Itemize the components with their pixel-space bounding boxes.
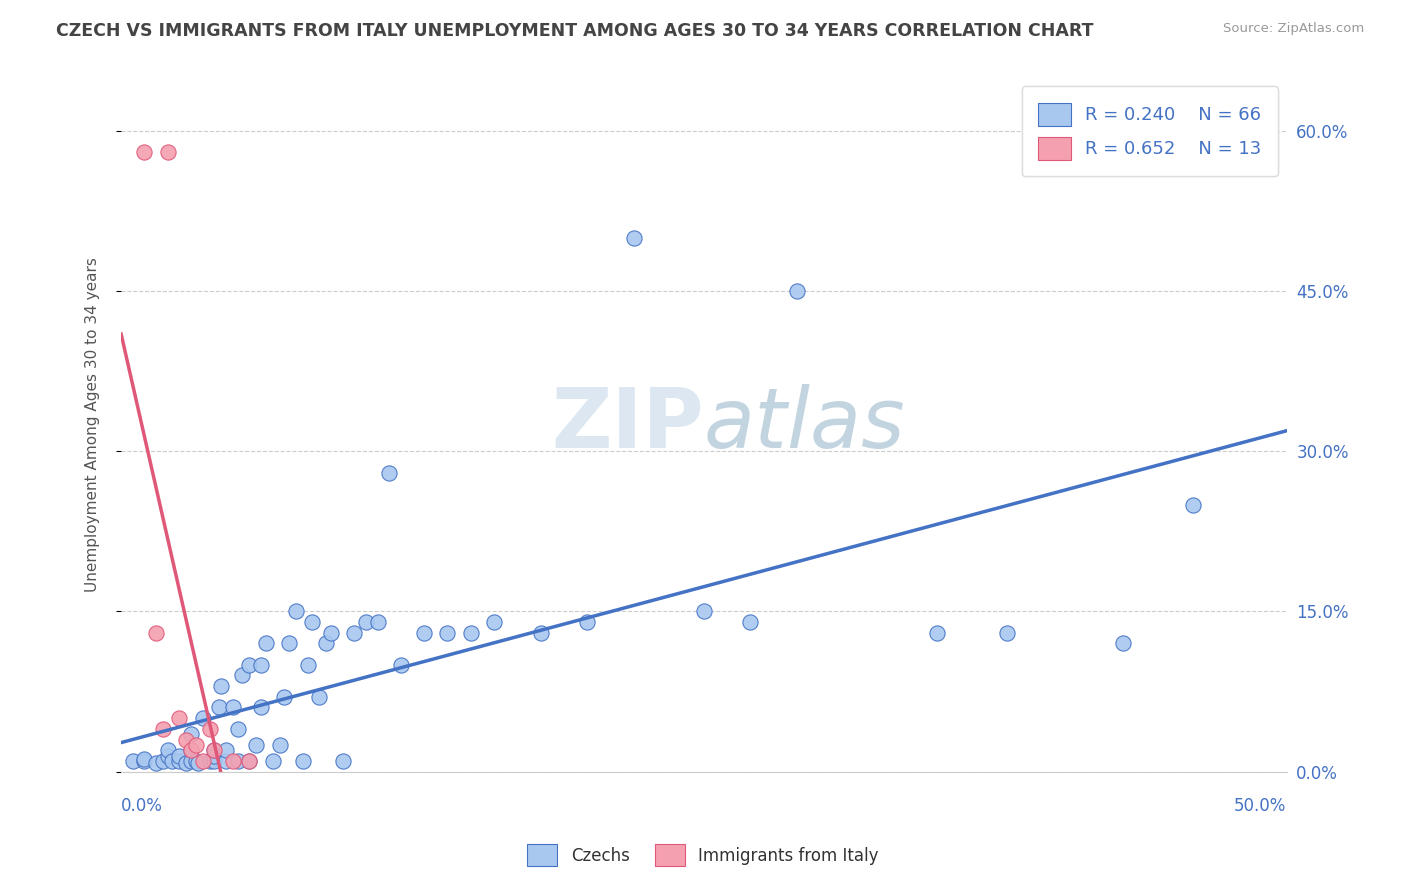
Legend: Czechs, Immigrants from Italy: Czechs, Immigrants from Italy xyxy=(515,831,891,880)
Text: 50.0%: 50.0% xyxy=(1234,797,1286,814)
Point xyxy=(187,756,209,770)
Point xyxy=(202,754,225,768)
Point xyxy=(191,754,214,768)
Point xyxy=(202,743,225,757)
Point xyxy=(162,754,184,768)
Point xyxy=(413,625,436,640)
Point xyxy=(208,700,231,714)
Point xyxy=(134,754,156,768)
Point xyxy=(343,625,366,640)
Point xyxy=(222,700,245,714)
Point xyxy=(354,615,377,629)
Point xyxy=(238,754,260,768)
Point xyxy=(191,711,214,725)
Point xyxy=(180,743,202,757)
Point xyxy=(152,754,174,768)
Point xyxy=(297,657,319,672)
Point xyxy=(1112,636,1135,650)
Point xyxy=(202,743,225,757)
Text: ZIP: ZIP xyxy=(551,384,704,465)
Point xyxy=(278,636,301,650)
Point xyxy=(389,657,412,672)
Point xyxy=(367,615,389,629)
Point xyxy=(1182,498,1205,512)
Point xyxy=(176,756,198,770)
Point xyxy=(215,754,238,768)
Point xyxy=(319,625,342,640)
Point xyxy=(925,625,948,640)
Point xyxy=(254,636,277,650)
Point xyxy=(145,756,167,770)
Point xyxy=(156,748,179,763)
Point xyxy=(332,754,354,768)
Legend: R = 0.240    N = 66, R = 0.652    N = 13: R = 0.240 N = 66, R = 0.652 N = 13 xyxy=(1022,87,1278,177)
Point xyxy=(273,690,295,704)
Point xyxy=(180,754,202,768)
Text: 0.0%: 0.0% xyxy=(121,797,163,814)
Point xyxy=(576,615,599,629)
Point xyxy=(284,604,307,618)
Point xyxy=(121,754,143,768)
Point xyxy=(198,722,221,736)
Point xyxy=(184,738,207,752)
Point xyxy=(231,668,253,682)
Point xyxy=(198,754,221,768)
Point xyxy=(740,615,762,629)
Point xyxy=(308,690,330,704)
Point xyxy=(245,738,267,752)
Point xyxy=(226,754,249,768)
Point xyxy=(482,615,505,629)
Point xyxy=(156,145,179,160)
Point xyxy=(222,754,245,768)
Point xyxy=(169,754,191,768)
Point xyxy=(436,625,458,640)
Point xyxy=(250,657,273,672)
Point xyxy=(460,625,482,640)
Point xyxy=(269,738,291,752)
Point xyxy=(693,604,716,618)
Point xyxy=(995,625,1018,640)
Point xyxy=(169,748,191,763)
Point xyxy=(169,711,191,725)
Point xyxy=(250,700,273,714)
Point xyxy=(530,625,553,640)
Point xyxy=(215,743,238,757)
Y-axis label: Unemployment Among Ages 30 to 34 years: Unemployment Among Ages 30 to 34 years xyxy=(86,257,100,592)
Point xyxy=(152,722,174,736)
Point xyxy=(156,743,179,757)
Point xyxy=(291,754,314,768)
Point xyxy=(301,615,323,629)
Point xyxy=(202,748,225,763)
Point xyxy=(176,732,198,747)
Point xyxy=(145,625,167,640)
Point xyxy=(226,722,249,736)
Point xyxy=(238,754,260,768)
Text: atlas: atlas xyxy=(704,384,905,465)
Point xyxy=(315,636,337,650)
Text: Source: ZipAtlas.com: Source: ZipAtlas.com xyxy=(1223,22,1364,36)
Point xyxy=(786,284,808,298)
Point xyxy=(262,754,284,768)
Point xyxy=(623,230,645,244)
Point xyxy=(134,145,156,160)
Point xyxy=(180,743,202,757)
Point xyxy=(184,754,207,768)
Point xyxy=(238,657,260,672)
Point xyxy=(209,679,232,693)
Point xyxy=(180,727,202,741)
Point xyxy=(378,466,401,480)
Point xyxy=(134,752,156,766)
Text: CZECH VS IMMIGRANTS FROM ITALY UNEMPLOYMENT AMONG AGES 30 TO 34 YEARS CORRELATIO: CZECH VS IMMIGRANTS FROM ITALY UNEMPLOYM… xyxy=(56,22,1094,40)
